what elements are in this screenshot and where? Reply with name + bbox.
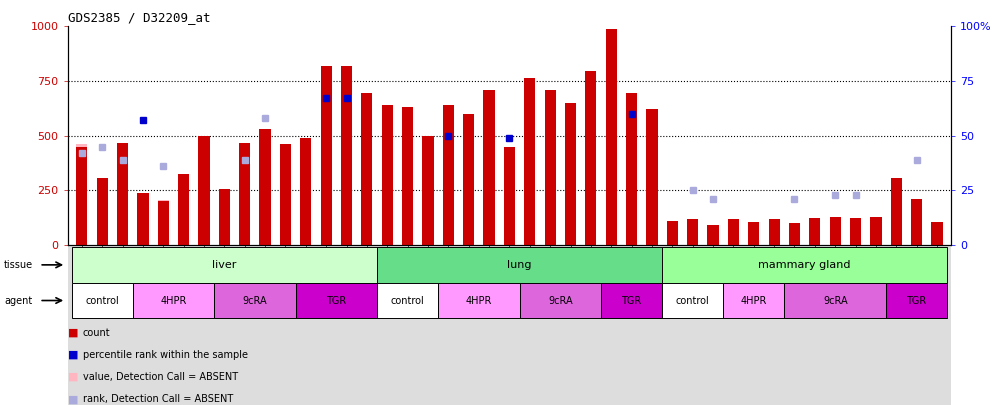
Bar [442, 105, 454, 245]
Bar [295, 283, 377, 318]
Bar [219, 189, 230, 245]
Bar [601, 283, 662, 318]
Bar [931, 222, 942, 245]
Text: 9cRA: 9cRA [823, 296, 848, 305]
Text: 4HPR: 4HPR [741, 296, 767, 305]
Bar [646, 109, 658, 245]
Text: percentile rank within the sample: percentile rank within the sample [83, 350, 248, 360]
Bar [850, 218, 861, 245]
Bar [728, 219, 739, 245]
Text: mammary gland: mammary gland [758, 260, 851, 270]
Text: 4HPR: 4HPR [160, 296, 187, 305]
Bar [784, 283, 886, 318]
Bar [789, 223, 800, 245]
Text: control: control [391, 296, 424, 305]
Bar [214, 283, 295, 318]
Bar [158, 200, 169, 245]
Bar [300, 138, 311, 245]
Text: tissue: tissue [4, 260, 33, 270]
Text: 9cRA: 9cRA [243, 296, 267, 305]
Bar [871, 217, 882, 245]
Bar [886, 283, 947, 318]
Bar [341, 66, 352, 245]
Text: TGR: TGR [621, 296, 642, 305]
Bar [463, 114, 474, 245]
Bar [72, 247, 377, 283]
Bar [891, 178, 902, 245]
Bar [545, 90, 556, 245]
Bar [137, 192, 148, 245]
Bar [605, 28, 617, 245]
Text: 9cRA: 9cRA [548, 296, 573, 305]
Text: value, Detection Call = ABSENT: value, Detection Call = ABSENT [83, 372, 238, 382]
Bar [117, 143, 128, 245]
Text: count: count [83, 328, 110, 337]
Bar [133, 283, 214, 318]
Bar [662, 283, 724, 318]
Bar [300, 145, 311, 245]
Bar [708, 225, 719, 245]
Text: ■: ■ [68, 372, 79, 382]
Text: agent: agent [4, 296, 32, 305]
Text: liver: liver [212, 260, 237, 270]
Bar [158, 201, 169, 245]
Bar [748, 222, 759, 245]
Bar [438, 283, 520, 318]
Bar [585, 71, 596, 245]
Bar [520, 283, 601, 318]
Text: control: control [676, 296, 710, 305]
Text: ■: ■ [68, 328, 79, 337]
Bar [768, 219, 779, 245]
Text: ■: ■ [68, 394, 79, 404]
Text: TGR: TGR [907, 296, 926, 305]
Bar [280, 145, 291, 245]
Bar [402, 107, 414, 245]
Bar [830, 217, 841, 245]
Bar [377, 283, 438, 318]
Bar [377, 247, 662, 283]
Bar [77, 147, 87, 245]
Bar [68, 245, 951, 405]
Text: lung: lung [507, 260, 532, 270]
Text: rank, Detection Call = ABSENT: rank, Detection Call = ABSENT [83, 394, 233, 404]
Bar [199, 136, 210, 245]
Bar [483, 90, 495, 245]
Bar [96, 178, 107, 245]
Text: control: control [85, 296, 119, 305]
Bar [178, 174, 189, 245]
Bar [504, 147, 515, 245]
Bar [361, 93, 373, 245]
Bar [809, 218, 820, 245]
Bar [72, 283, 133, 318]
Bar [667, 221, 678, 245]
Bar [565, 103, 577, 245]
Bar [77, 145, 87, 245]
Bar [422, 138, 433, 245]
Bar [321, 66, 332, 245]
Bar [687, 219, 698, 245]
Text: ■: ■ [68, 350, 79, 360]
Bar [524, 78, 536, 245]
Text: GDS2385 / D32209_at: GDS2385 / D32209_at [68, 11, 210, 24]
Bar [240, 143, 250, 245]
Text: TGR: TGR [326, 296, 347, 305]
Bar [626, 93, 637, 245]
Bar [422, 136, 433, 245]
Bar [259, 129, 270, 245]
Text: 4HPR: 4HPR [466, 296, 492, 305]
Bar [911, 199, 922, 245]
Bar [662, 247, 947, 283]
Bar [382, 105, 393, 245]
Bar [724, 283, 784, 318]
